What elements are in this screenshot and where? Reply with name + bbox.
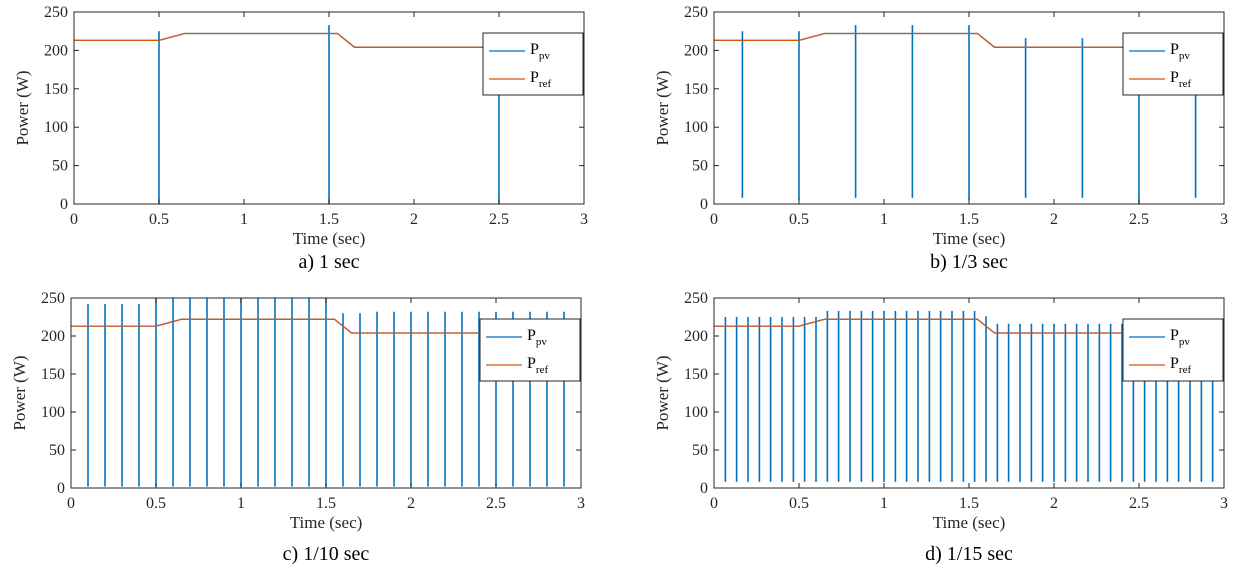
y-tick-label: 0	[60, 196, 68, 213]
y-axis-label: Power (W)	[653, 70, 672, 145]
y-tick-label: 100	[684, 119, 708, 136]
legend-label: Pref	[1170, 69, 1191, 90]
y-tick-label: 150	[684, 81, 708, 98]
legend-label: Ppv	[1170, 41, 1190, 62]
y-tick-label: 0	[700, 196, 708, 213]
legend-box	[1122, 32, 1224, 96]
y-tick-label: 200	[44, 42, 68, 59]
legend-box	[479, 318, 581, 382]
x-tick-label: 2.5	[489, 211, 509, 228]
panel-caption: b) 1/3 sec	[930, 251, 1008, 273]
x-tick-label: 3	[1220, 495, 1228, 512]
legend-label: Pref	[1170, 355, 1191, 376]
y-axis-label: Power (W)	[10, 355, 29, 430]
y-tick-label: 0	[57, 480, 65, 497]
y-tick-label: 250	[684, 4, 708, 21]
x-axis-label: Time (sec)	[933, 513, 1006, 532]
x-tick-label: 1.5	[959, 495, 979, 512]
x-axis-label: Time (sec)	[290, 513, 363, 532]
x-tick-label: 1	[237, 495, 245, 512]
x-tick-label: 0	[67, 495, 75, 512]
x-tick-label: 0.5	[149, 211, 169, 228]
x-tick-label: 3	[577, 495, 585, 512]
y-tick-label: 200	[684, 42, 708, 59]
x-tick-label: 1.5	[316, 495, 336, 512]
x-tick-label: 2	[1050, 211, 1058, 228]
legend: Ppv Pref	[1122, 32, 1224, 96]
series-group	[714, 310, 1224, 482]
x-tick-label: 1.5	[319, 211, 339, 228]
legend-label: Ppv	[1170, 327, 1190, 348]
y-tick-label: 50	[49, 442, 65, 459]
series-line-pref	[714, 318, 1224, 334]
legend: Ppv Pref	[479, 318, 581, 382]
legend-label: Ppv	[527, 327, 547, 348]
y-tick-label: 100	[684, 404, 708, 421]
legend-label: Pref	[530, 69, 551, 90]
x-tick-label: 0.5	[789, 211, 809, 228]
x-tick-label: 0	[710, 211, 718, 228]
x-tick-label: 1	[240, 211, 248, 228]
y-tick-label: 50	[52, 158, 68, 175]
x-tick-label: 3	[1220, 211, 1228, 228]
chart-panel-3: 0 0.5 1 1.5 2 2.5 3 0 50 100 150 200 250 Time (sec) Po…	[10, 290, 585, 565]
x-tick-label: 0	[710, 495, 718, 512]
y-axis-label: Power (W)	[653, 355, 672, 430]
legend-label: Ppv	[530, 41, 550, 62]
x-axis-label: Time (sec)	[293, 229, 366, 248]
x-tick-label: 2.5	[1129, 211, 1149, 228]
x-tick-label: 1	[880, 495, 888, 512]
y-tick-label: 150	[41, 366, 65, 383]
x-tick-label: 1	[880, 211, 888, 228]
chart-panel-2: 0 0.5 1 1.5 2 2.5 3 0 50 100 150 200 250 Time (sec) Po…	[653, 4, 1228, 273]
x-tick-label: 2.5	[486, 495, 506, 512]
y-tick-label: 50	[692, 442, 708, 459]
y-tick-label: 250	[684, 290, 708, 307]
series-line-pref	[71, 318, 581, 334]
x-tick-label: 0.5	[146, 495, 166, 512]
y-tick-label: 100	[44, 119, 68, 136]
y-axis-label: Power (W)	[13, 70, 32, 145]
y-tick-label: 200	[684, 328, 708, 345]
y-tick-label: 150	[44, 81, 68, 98]
y-tick-label: 100	[41, 404, 65, 421]
x-tick-label: 2	[407, 495, 415, 512]
x-tick-label: 3	[580, 211, 588, 228]
chart-panel-4: 0 0.5 1 1.5 2 2.5 3 0 50 100 150 200 250 Time (sec) Po…	[653, 290, 1228, 565]
x-tick-label: 2	[1050, 495, 1058, 512]
y-tick-label: 150	[684, 366, 708, 383]
panel-caption: a) 1 sec	[298, 251, 359, 273]
x-tick-label: 2.5	[1129, 495, 1149, 512]
y-tick-label: 0	[700, 480, 708, 497]
panel-caption: d) 1/15 sec	[925, 543, 1013, 565]
series-group	[74, 25, 584, 204]
x-tick-label: 1.5	[959, 211, 979, 228]
y-tick-label: 200	[41, 328, 65, 345]
series-line-pref	[714, 32, 1224, 48]
legend-label: Pref	[527, 355, 548, 376]
x-tick-label: 2	[410, 211, 418, 228]
legend-box	[1122, 318, 1224, 382]
x-axis-label: Time (sec)	[933, 229, 1006, 248]
series-line-pref	[74, 32, 584, 48]
legend: Ppv Pref	[1122, 318, 1224, 382]
legend-box	[482, 32, 584, 96]
legend: Ppv Pref	[482, 32, 584, 96]
panel-caption: c) 1/10 sec	[283, 543, 370, 565]
x-tick-label: 0.5	[789, 495, 809, 512]
chart-panel-1: 0 0.5 1 1.5 2 2.5 3 0 50 100 150 200 250 Time (sec) Po…	[13, 4, 588, 273]
y-tick-label: 50	[692, 158, 708, 175]
y-tick-label: 250	[41, 290, 65, 307]
y-tick-label: 250	[44, 4, 68, 21]
x-tick-label: 0	[70, 211, 78, 228]
